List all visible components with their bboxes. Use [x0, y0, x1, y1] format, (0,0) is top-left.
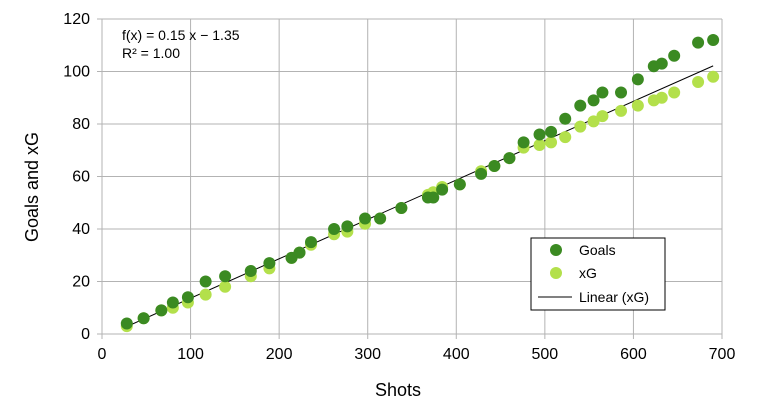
point-goals-27: [559, 112, 572, 125]
r-squared-annotation: R² = 1.00: [122, 45, 180, 61]
point-xg-37: [707, 70, 720, 83]
y-tick-label-0: 0: [81, 326, 90, 343]
point-goals-22: [488, 160, 501, 172]
legend-label-trendline: Linear (xG): [579, 289, 649, 305]
point-xg-26: [545, 136, 558, 149]
point-goals-20: [453, 178, 466, 191]
point-xg-27: [559, 131, 572, 144]
x-tick-label-2: 200: [266, 346, 293, 363]
x-tick-label-1: 100: [177, 346, 204, 363]
axes: [97, 18, 723, 339]
legend-marker-goals: [550, 244, 562, 256]
x-tick-label-3: 300: [354, 346, 381, 363]
legend-marker-xg: [550, 267, 562, 279]
point-goals-3: [166, 296, 179, 309]
point-goals-11: [305, 236, 318, 249]
legend-label-xg: xG: [579, 265, 597, 281]
x-tick-label-7: 700: [709, 346, 736, 363]
point-goals-8: [263, 257, 276, 270]
data-points: [120, 34, 720, 333]
y-tick-label-4: 80: [72, 116, 90, 133]
point-goals-15: [374, 212, 387, 225]
point-goals-31: [615, 86, 628, 99]
point-goals-2: [155, 304, 168, 317]
point-goals-23: [503, 152, 516, 165]
y-tick-label-5: 100: [63, 64, 90, 81]
point-xg-25: [533, 139, 546, 151]
point-goals-28: [574, 99, 587, 112]
point-goals-14: [359, 212, 372, 225]
x-tick-label-4: 400: [443, 346, 470, 363]
point-goals-25: [533, 128, 546, 141]
point-goals-24: [517, 136, 530, 149]
point-goals-21: [475, 167, 488, 180]
point-goals-36: [692, 36, 705, 49]
point-xg-5: [199, 288, 212, 301]
point-goals-6: [219, 270, 232, 283]
point-xg-30: [596, 110, 609, 123]
x-axis-title: Shots: [375, 380, 421, 400]
y-tick-label-1: 20: [72, 274, 90, 291]
point-goals-29: [587, 94, 600, 107]
point-xg-34: [655, 91, 668, 104]
point-goals-32: [631, 73, 644, 86]
y-tick-label-3: 60: [72, 169, 90, 186]
point-goals-10: [293, 246, 306, 259]
point-goals-30: [596, 86, 609, 99]
point-goals-5: [199, 275, 212, 288]
series-goals: [120, 34, 720, 330]
point-xg-35: [668, 86, 681, 99]
tick-labels: 0 100 200 300 400 500 600 700 0 20 40 60 80 100 120: [63, 11, 735, 363]
point-goals-37: [707, 34, 720, 46]
point-goals-4: [181, 291, 194, 304]
x-tick-label-6: 600: [620, 346, 647, 363]
x-tick-label-5: 500: [532, 346, 559, 363]
point-xg-29: [587, 115, 600, 128]
point-goals-13: [341, 220, 354, 233]
point-xg-32: [631, 99, 644, 112]
point-goals-26: [545, 125, 558, 138]
point-goals-0: [120, 317, 133, 330]
point-goals-34: [655, 57, 668, 70]
legend-label-goals: Goals: [579, 242, 616, 258]
point-xg-31: [615, 104, 628, 117]
y-tick-label-2: 40: [72, 221, 90, 238]
point-goals-12: [328, 223, 341, 235]
point-goals-19: [436, 183, 449, 196]
point-goals-18: [427, 191, 440, 204]
point-xg-28: [574, 120, 587, 133]
point-goals-7: [244, 265, 257, 277]
point-xg-6: [219, 280, 232, 293]
legend: Goals xG Linear (xG): [530, 237, 666, 311]
point-xg-36: [692, 76, 705, 88]
point-goals-16: [395, 202, 408, 214]
y-tick-label-6: 120: [63, 11, 90, 28]
equation-annotation: f(x) = 0.15 x − 1.35: [122, 27, 240, 43]
point-goals-35: [668, 49, 681, 62]
point-goals-1: [137, 312, 150, 325]
y-axis-title: Goals and xG: [22, 132, 42, 242]
x-tick-label-0: 0: [98, 346, 107, 363]
